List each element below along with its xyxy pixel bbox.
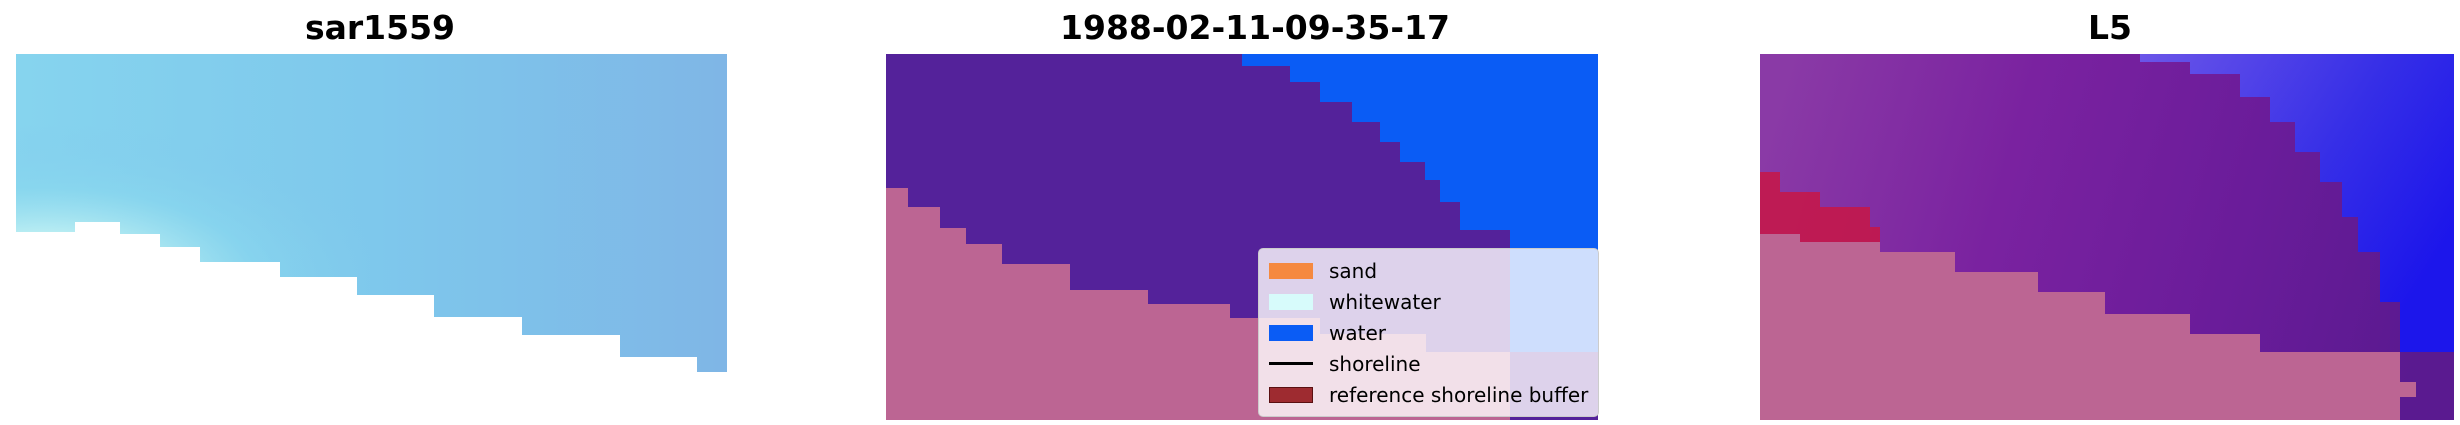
legend-label-reference-buffer: reference shoreline buffer (1329, 382, 1589, 407)
rgb-panel-title: sar1559 (304, 8, 456, 47)
water-swatch (1269, 324, 1313, 341)
rgb-panel: sar1559 (0, 0, 760, 425)
legend-label-sand: sand (1329, 258, 1378, 283)
shoreline-line-swatch (1269, 362, 1313, 365)
index-panel-title: L5 (2088, 8, 2132, 47)
legend: sand whitewater water shoreline referenc… (1258, 248, 1600, 417)
classified-water-area (1242, 54, 1598, 352)
classified-panel-title: 1988-02-11-09-35-17 (1060, 8, 1450, 47)
index-panel: L5 (1760, 0, 2460, 425)
index-red-area (1760, 172, 1880, 247)
index-water-area (2140, 54, 2454, 352)
legend-label-water: water (1329, 320, 1386, 345)
legend-item-water: water (1269, 317, 1588, 348)
rgb-image (16, 54, 727, 372)
index-land-area (1760, 234, 2416, 420)
legend-label-shoreline: shoreline (1329, 351, 1421, 376)
legend-item-shoreline: shoreline (1269, 348, 1588, 379)
rgb-whitewater-area (16, 54, 727, 372)
reference-buffer-swatch (1269, 386, 1313, 403)
legend-label-whitewater: whitewater (1329, 289, 1441, 314)
sand-swatch (1269, 262, 1313, 279)
legend-item-sand: sand (1269, 255, 1588, 286)
whitewater-swatch (1269, 293, 1313, 310)
legend-item-reference-buffer: reference shoreline buffer (1269, 379, 1588, 410)
legend-item-whitewater: whitewater (1269, 286, 1588, 317)
index-image (1760, 54, 2454, 420)
